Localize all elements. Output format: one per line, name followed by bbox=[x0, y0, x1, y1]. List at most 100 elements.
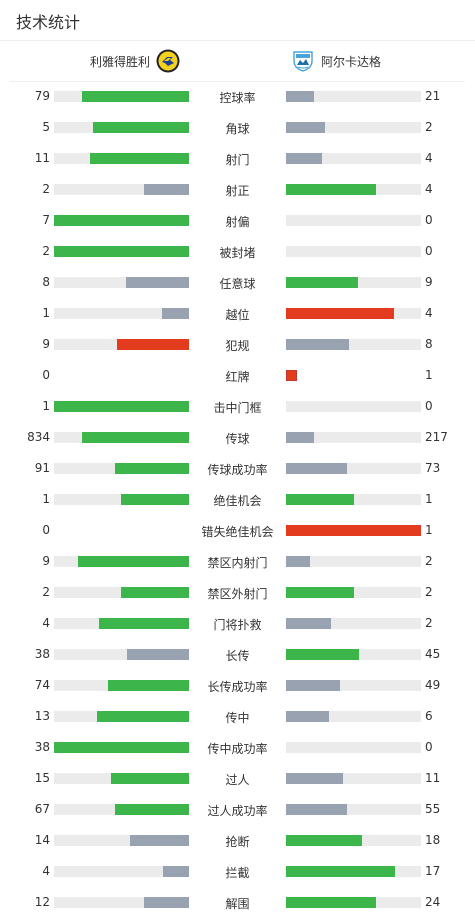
home-bar-track bbox=[54, 711, 189, 722]
home-team-name: 利雅得胜利 bbox=[89, 54, 150, 69]
home-value: 9 bbox=[42, 337, 50, 351]
away-bar-fill bbox=[286, 494, 354, 505]
home-value: 2 bbox=[42, 244, 50, 258]
home-value: 4 bbox=[42, 616, 50, 630]
stat-row: 8 任意球 9 bbox=[0, 268, 475, 299]
home-bar-fill bbox=[144, 184, 189, 195]
home-bar-track bbox=[54, 184, 189, 195]
page-title: 技术统计 bbox=[16, 13, 81, 32]
stat-row: 1 击中门框 0 bbox=[0, 392, 475, 423]
home-bar-track bbox=[54, 494, 189, 505]
away-value: 49 bbox=[425, 678, 441, 692]
away-value: 11 bbox=[425, 771, 441, 785]
stat-label: 射偏 bbox=[225, 215, 250, 229]
away-bar-track bbox=[286, 835, 421, 846]
home-bar-fill bbox=[54, 246, 189, 257]
home-bar-fill bbox=[54, 742, 189, 753]
home-bar-fill bbox=[162, 308, 189, 319]
away-bar-fill bbox=[286, 587, 354, 598]
stat-row: 13 传中 6 bbox=[0, 702, 475, 733]
home-value: 9 bbox=[42, 554, 50, 568]
home-bar-track bbox=[54, 153, 189, 164]
away-bar-track bbox=[286, 339, 421, 350]
away-bar-track bbox=[286, 525, 421, 536]
stat-row: 0 错失绝佳机会 1 bbox=[0, 516, 475, 547]
home-value: 38 bbox=[34, 740, 50, 754]
home-bar-fill bbox=[163, 866, 189, 877]
stat-row: 9 犯规 8 bbox=[0, 330, 475, 361]
away-bar-track bbox=[286, 587, 421, 598]
away-bar-fill bbox=[286, 680, 340, 691]
away-bar-fill bbox=[286, 618, 331, 629]
away-bar-track bbox=[286, 773, 421, 784]
home-value: 14 bbox=[34, 833, 50, 847]
away-bar-track bbox=[286, 742, 421, 753]
stat-row: 1 绝佳机会 1 bbox=[0, 485, 475, 516]
away-bar-fill bbox=[286, 277, 358, 288]
away-value: 1 bbox=[425, 492, 433, 506]
stat-row: 14 抢断 18 bbox=[0, 826, 475, 857]
stat-label: 击中门框 bbox=[213, 401, 262, 415]
away-value: 45 bbox=[425, 647, 441, 661]
away-value: 73 bbox=[425, 461, 441, 475]
away-bar-track bbox=[286, 122, 421, 133]
home-team[interactable]: 利雅得胜利 bbox=[90, 49, 180, 73]
away-value: 0 bbox=[425, 399, 433, 413]
arkadag-crest-icon bbox=[293, 51, 313, 72]
away-bar-fill bbox=[286, 866, 395, 877]
home-value: 2 bbox=[42, 585, 50, 599]
away-value: 1 bbox=[425, 368, 433, 382]
away-bar-track bbox=[286, 618, 421, 629]
home-bar-track bbox=[54, 835, 189, 846]
away-bar-track bbox=[286, 277, 421, 288]
stat-label: 越位 bbox=[225, 308, 250, 322]
away-bar-fill bbox=[286, 835, 362, 846]
away-bar-fill bbox=[286, 91, 314, 102]
home-bar-track bbox=[54, 680, 189, 691]
stat-label: 传球成功率 bbox=[207, 463, 268, 477]
stat-row: 7 射偏 0 bbox=[0, 206, 475, 237]
away-value: 17 bbox=[425, 864, 441, 878]
stats-header: 技术统计 bbox=[0, 0, 475, 41]
home-value: 79 bbox=[34, 89, 50, 103]
home-bar-track bbox=[54, 556, 189, 567]
stat-row: 4 门将扑救 2 bbox=[0, 609, 475, 640]
stat-label: 控球率 bbox=[219, 91, 256, 105]
stat-label: 长传 bbox=[225, 649, 250, 663]
al-nassr-crest-icon bbox=[156, 49, 180, 73]
away-bar-track bbox=[286, 246, 421, 257]
stat-row: 5 角球 2 bbox=[0, 113, 475, 144]
home-bar-track bbox=[54, 587, 189, 598]
home-value: 5 bbox=[42, 120, 50, 134]
home-value: 8 bbox=[42, 275, 50, 289]
away-team[interactable]: 阿尔卡达格 bbox=[291, 49, 381, 73]
home-bar-track bbox=[54, 866, 189, 877]
home-value: 7 bbox=[42, 213, 50, 227]
home-value: 74 bbox=[34, 678, 50, 692]
home-value: 1 bbox=[42, 306, 50, 320]
stat-row: 834 传球 217 bbox=[0, 423, 475, 454]
away-bar-track bbox=[286, 184, 421, 195]
away-bar-fill bbox=[286, 556, 310, 567]
stat-label: 红牌 bbox=[225, 370, 250, 384]
away-value: 1 bbox=[425, 523, 433, 537]
stat-row: 38 传中成功率 0 bbox=[0, 733, 475, 764]
home-bar-track bbox=[54, 246, 189, 257]
home-value: 0 bbox=[42, 523, 50, 537]
away-value: 55 bbox=[425, 802, 441, 816]
away-bar-track bbox=[286, 215, 421, 226]
away-bar-fill bbox=[286, 122, 325, 133]
home-bar-fill bbox=[82, 432, 189, 443]
away-bar-track bbox=[286, 897, 421, 908]
away-value: 2 bbox=[425, 616, 433, 630]
home-bar-fill bbox=[127, 649, 189, 660]
stat-label: 角球 bbox=[225, 122, 250, 136]
away-bar-track bbox=[286, 866, 421, 877]
away-bar-track bbox=[286, 649, 421, 660]
away-bar-track bbox=[286, 804, 421, 815]
away-bar-fill bbox=[286, 370, 297, 381]
away-bar-track bbox=[286, 370, 421, 381]
away-bar-fill bbox=[286, 773, 343, 784]
stat-row: 0 红牌 1 bbox=[0, 361, 475, 392]
home-value: 2 bbox=[42, 182, 50, 196]
